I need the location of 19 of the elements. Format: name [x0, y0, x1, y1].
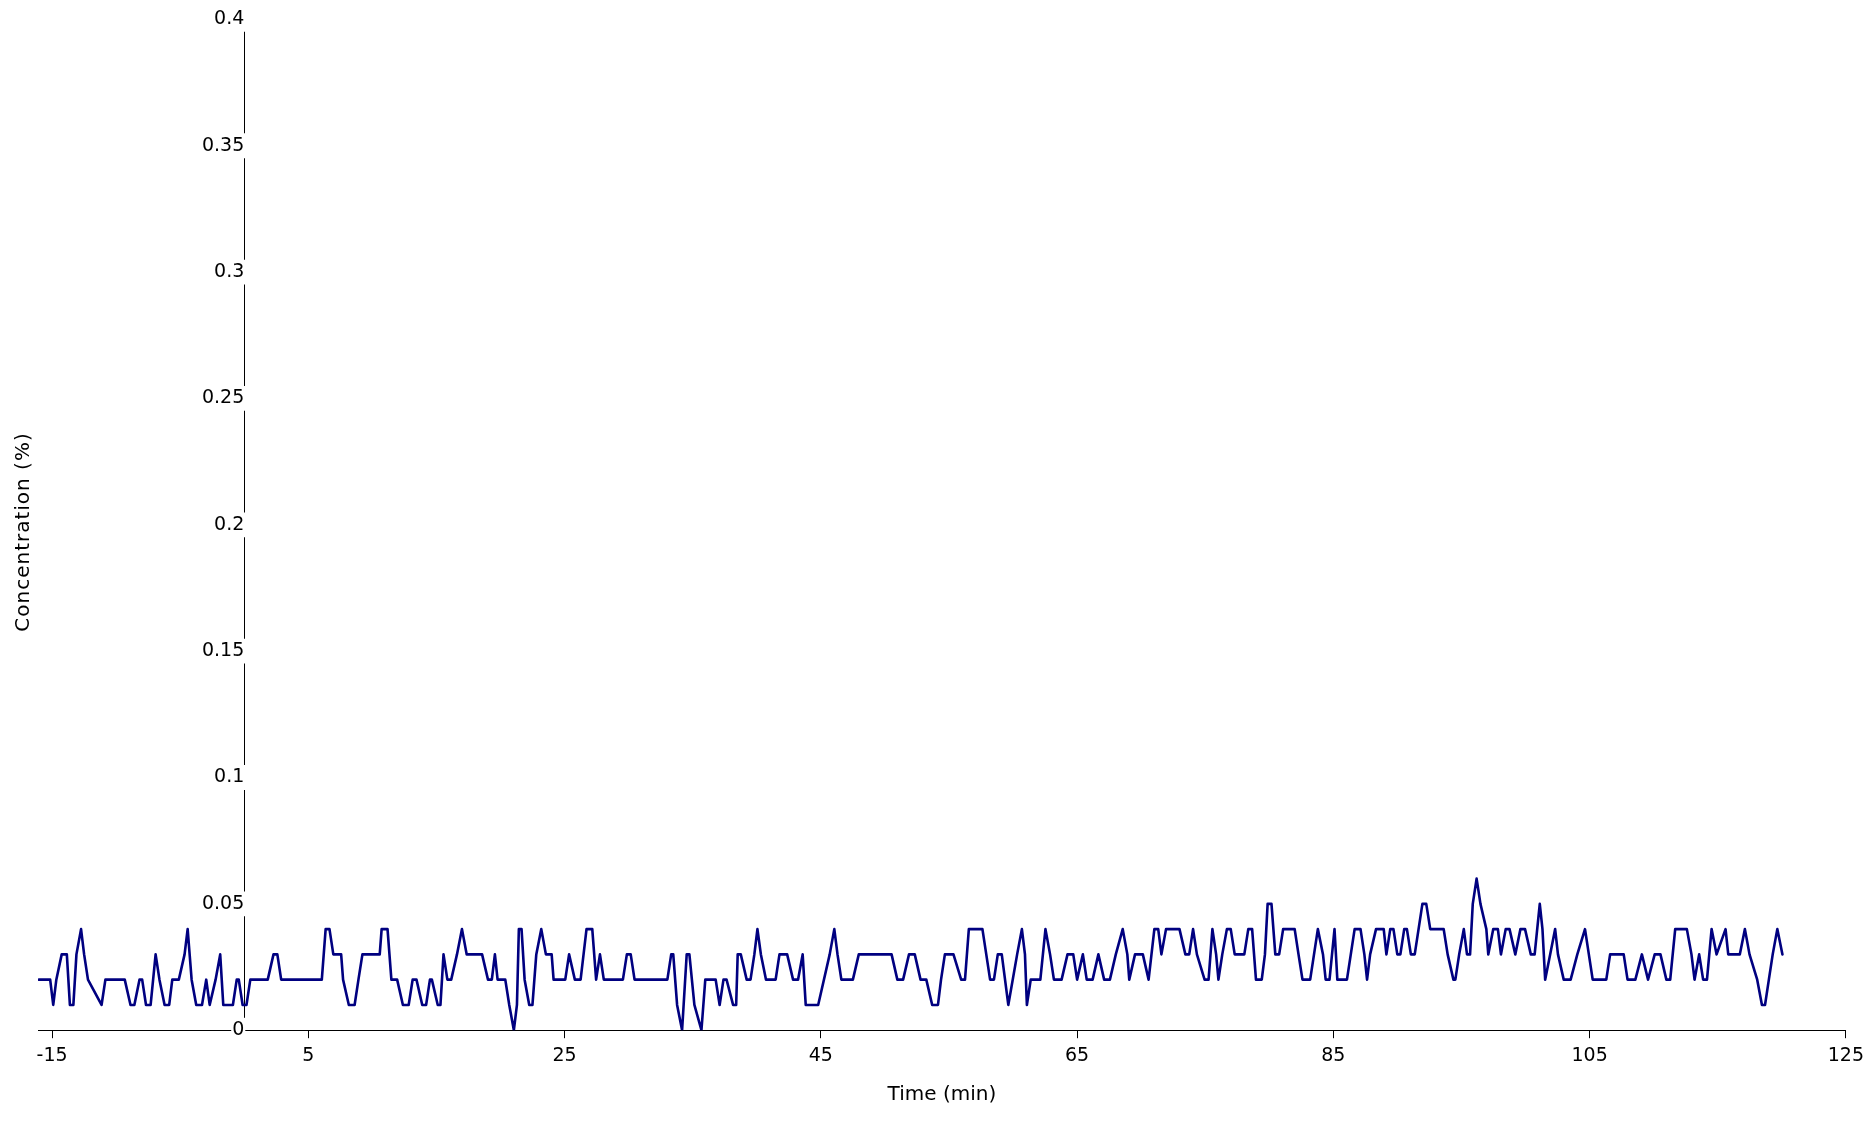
y-tick-label: 0	[232, 1017, 245, 1040]
x-tick-label: 105	[1571, 1042, 1608, 1065]
x-axis-title: Time (min)	[886, 1081, 997, 1106]
y-tick-label: 0.35	[201, 132, 245, 155]
y-tick-label: 0.25	[201, 385, 245, 408]
x-tick-label: 85	[1321, 1042, 1346, 1065]
x-tick-label: 5	[302, 1042, 315, 1065]
x-tick-label: 125	[1827, 1042, 1864, 1065]
x-tick-label: 65	[1065, 1042, 1090, 1065]
y-axis-title: Concentration (%)	[10, 432, 34, 632]
y-tick-label: 0.3	[214, 259, 245, 282]
y-tick-label: 0.2	[214, 511, 245, 534]
y-tick-label: 0.4	[214, 6, 245, 29]
y-tick-label: 0.1	[214, 764, 245, 787]
x-tick-label: 25	[552, 1042, 577, 1065]
y-tick-label: 0.15	[201, 638, 245, 661]
x-tick-label: -15	[36, 1042, 68, 1065]
y-tick-label: 0.05	[201, 890, 245, 913]
x-tick-label: 45	[808, 1042, 833, 1065]
